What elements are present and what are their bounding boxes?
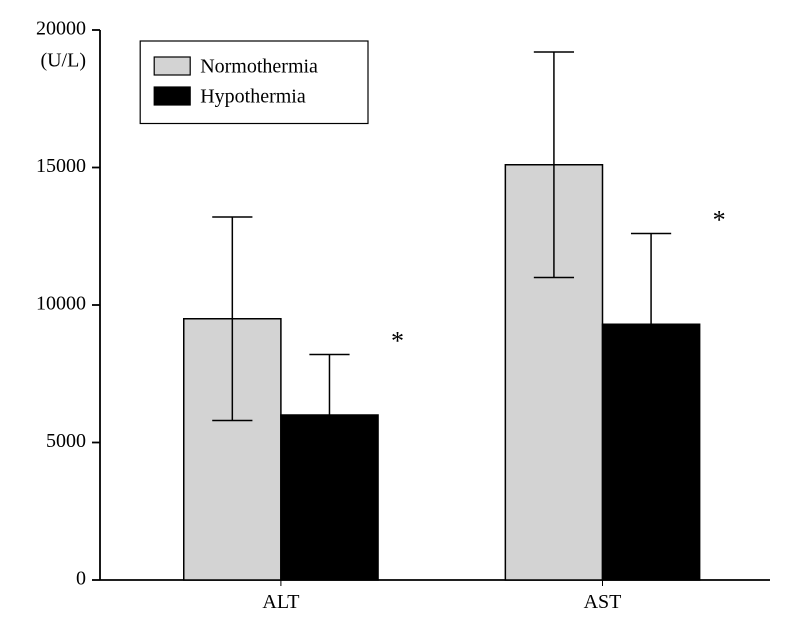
x-category-label: AST bbox=[584, 591, 622, 613]
y-tick-label: 20000 bbox=[36, 18, 86, 40]
y-axis-unit-label: (U/L) bbox=[40, 50, 86, 72]
y-tick-label: 5000 bbox=[46, 430, 86, 452]
significance-star: * bbox=[391, 326, 404, 355]
bar-chart: 0 5000 10000 15000 20000 (U/L) ALT AST * * Normoth… bbox=[0, 0, 800, 627]
y-tick-label: 10000 bbox=[36, 293, 86, 315]
legend-label: Hypothermia bbox=[200, 85, 306, 107]
chart-container: 0 5000 10000 15000 20000 (U/L) ALT AST * * Normoth… bbox=[0, 0, 800, 627]
y-tick-label: 0 bbox=[76, 568, 86, 590]
legend-box bbox=[140, 41, 368, 124]
x-category-label: ALT bbox=[262, 591, 299, 613]
y-tick-label: 15000 bbox=[36, 155, 86, 177]
legend-label: Normothermia bbox=[200, 55, 318, 77]
significance-star: * bbox=[713, 205, 726, 234]
legend-swatch bbox=[154, 87, 190, 105]
legend-swatch bbox=[154, 57, 190, 75]
